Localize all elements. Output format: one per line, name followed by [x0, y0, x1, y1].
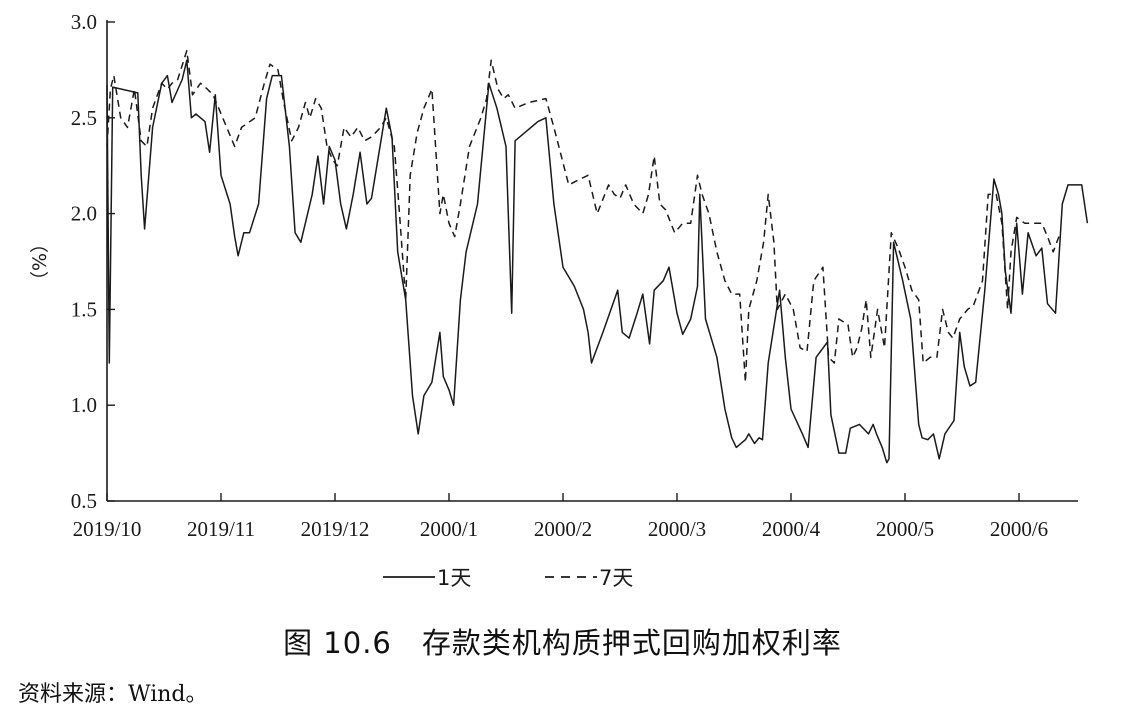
y-axis-label: （%）: [29, 234, 51, 290]
legend: 1天 7天: [383, 566, 633, 590]
y-axis-label-group: （%）: [29, 234, 51, 290]
y-tick-label: 1.5: [71, 297, 97, 321]
x-tick-label: 2000/6: [990, 517, 1048, 541]
series-group: [106, 49, 1089, 464]
y-tick-label: 2.5: [71, 106, 97, 130]
legend-label-1: 1天: [437, 566, 471, 590]
y-tick-label: 2.0: [71, 202, 97, 226]
x-tick-label: 2000/3: [648, 517, 706, 541]
x-tick-label: 2000/5: [876, 517, 934, 541]
x-tick-label: 2000/2: [534, 517, 592, 541]
series-line-1: [106, 59, 1089, 464]
legend-label-2: 7天: [599, 566, 633, 590]
x-tick-label: 2000/4: [762, 517, 821, 541]
figure-caption: 图 10.6 存款类机构质押式回购加权利率: [283, 626, 842, 660]
x-tick-label: 2019/10: [73, 517, 142, 541]
x-tick-label: 2019/11: [187, 517, 255, 541]
y-tick-label: 0.5: [71, 489, 97, 513]
y-tick-label: 3.0: [71, 10, 97, 34]
chart-axes: 0.5 1.0 1.5 2.0 2.5 3.0 2019/10 2019/11 2019/12 2…: [71, 10, 1078, 541]
x-tick-label: 2000/1: [420, 517, 478, 541]
x-tick-label: 2019/12: [301, 517, 370, 541]
source-note: 资料来源：Wind。: [18, 682, 208, 707]
series-line-2: [106, 49, 1060, 383]
y-tick-label: 1.0: [71, 393, 97, 417]
